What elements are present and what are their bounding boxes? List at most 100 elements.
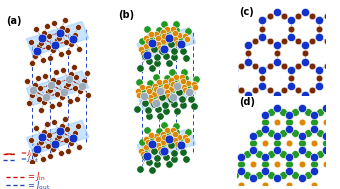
Point: [39, 37, 45, 40]
Point: [166, 39, 171, 42]
Point: [274, 93, 279, 96]
Point: [180, 143, 185, 146]
Point: [42, 74, 48, 77]
Point: [182, 89, 188, 92]
Point: [140, 40, 145, 43]
Point: [163, 54, 169, 57]
Point: [39, 135, 45, 138]
Point: [155, 138, 160, 141]
Point: [287, 156, 292, 159]
Point: [287, 142, 292, 145]
Text: (d): (d): [239, 97, 255, 107]
Point: [251, 163, 256, 166]
Point: [48, 83, 53, 86]
Point: [166, 137, 172, 140]
Point: [281, 89, 287, 92]
Point: [160, 31, 166, 34]
Point: [260, 68, 265, 71]
Point: [311, 156, 316, 159]
Point: [175, 110, 180, 113]
Point: [311, 170, 316, 173]
Point: [317, 27, 322, 30]
Point: [48, 56, 53, 59]
Point: [238, 170, 244, 173]
Point: [191, 82, 197, 85]
Point: [168, 43, 173, 46]
Point: [34, 148, 40, 151]
Point: [149, 168, 155, 171]
Point: [317, 68, 322, 71]
Point: [281, 152, 286, 155]
Point: [164, 91, 169, 94]
Point: [281, 173, 286, 176]
Point: [269, 110, 274, 113]
Point: [60, 68, 66, 71]
Point: [165, 82, 170, 85]
Point: [156, 34, 162, 37]
Point: [256, 131, 262, 134]
Point: [160, 132, 166, 135]
Point: [262, 156, 268, 159]
Point: [53, 71, 58, 74]
Point: [311, 114, 316, 117]
Point: [75, 124, 80, 127]
Point: [70, 137, 76, 140]
Point: [57, 130, 63, 133]
Point: [317, 35, 322, 38]
Point: [274, 60, 279, 63]
Point: [303, 60, 308, 63]
Point: [151, 48, 157, 51]
Point: [311, 184, 316, 187]
Point: [151, 141, 157, 144]
Point: [293, 131, 298, 134]
Point: [176, 83, 182, 86]
Point: [159, 41, 165, 44]
Point: [288, 27, 294, 30]
Point: [57, 103, 62, 106]
Point: [288, 19, 294, 22]
Point: [251, 149, 256, 152]
Point: [26, 101, 31, 104]
Point: [177, 34, 182, 37]
Point: [274, 43, 279, 46]
Point: [85, 94, 91, 97]
Point: [317, 85, 322, 88]
Point: [159, 151, 165, 154]
Point: [33, 54, 38, 57]
Point: [168, 136, 173, 139]
Point: [163, 46, 168, 50]
Point: [144, 154, 150, 157]
Point: [151, 95, 156, 98]
Point: [275, 135, 280, 138]
Point: [180, 49, 186, 52]
Point: [275, 142, 280, 145]
Point: [36, 44, 41, 47]
Point: [172, 132, 177, 136]
Point: [35, 49, 40, 52]
Point: [139, 86, 145, 89]
Point: [29, 94, 34, 97]
Point: [260, 77, 265, 80]
Point: [32, 84, 37, 87]
Point: [135, 89, 140, 92]
Point: [238, 163, 244, 166]
Point: [160, 140, 165, 143]
Point: [275, 107, 280, 110]
Point: [329, 131, 335, 134]
Point: [157, 93, 163, 96]
Point: [163, 109, 169, 112]
Point: [166, 62, 172, 65]
Point: [260, 19, 265, 22]
Point: [39, 37, 45, 40]
Point: [139, 48, 144, 51]
Point: [262, 163, 268, 166]
Point: [305, 131, 310, 134]
Point: [162, 35, 167, 38]
Point: [323, 121, 328, 124]
Point: [163, 103, 168, 106]
Point: [262, 114, 268, 117]
Point: [183, 56, 188, 59]
Point: [142, 148, 148, 151]
Point: [136, 81, 141, 84]
Point: [274, 52, 279, 55]
